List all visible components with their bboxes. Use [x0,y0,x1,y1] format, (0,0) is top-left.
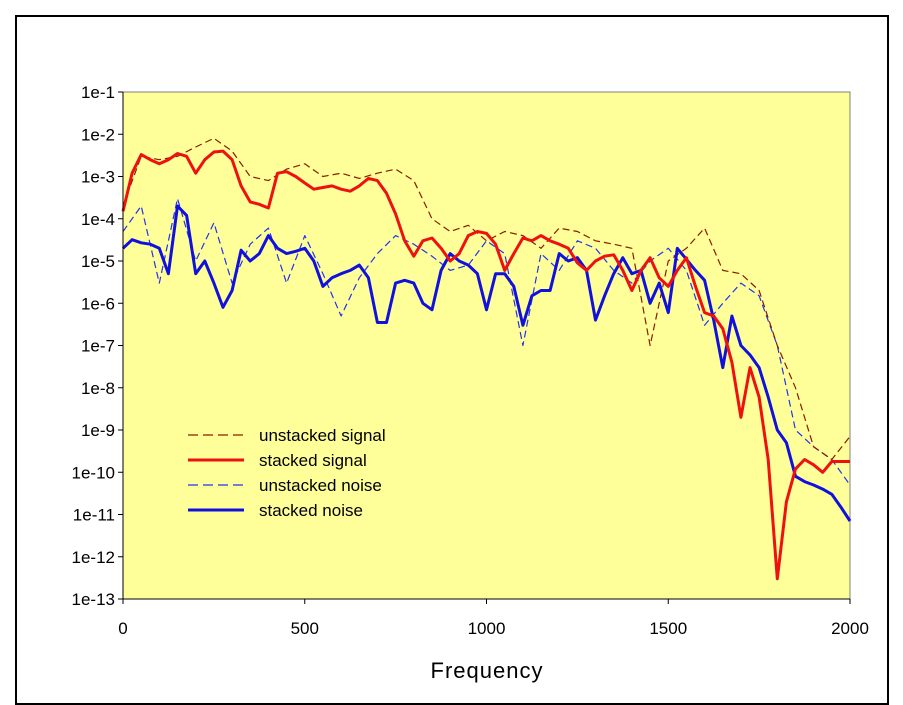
x-tick-label: 1000 [468,619,506,638]
y-tick-label: 1e-5 [81,252,115,271]
series-line-stacked-signal [121,149,850,581]
y-tick-label: 1e-6 [81,294,115,313]
y-tick-label: 1e-9 [81,421,115,440]
legend: unstacked signal stacked signal unstacked … [188,426,386,520]
x-tick-label: 0 [118,619,127,638]
y-tick-label: 1e-2 [81,125,115,144]
x-tick-label: 1500 [649,619,687,638]
legend-label: stacked signal [259,451,367,470]
y-tick-label: 1e-1 [81,83,115,102]
axes-layer: 1e-1 1e-2 1e-3 1e-4 1e-5 1e-6 1e-7 1e-8 1e-9 1e-1… [72,83,869,638]
x-axis-title: Frequency [431,658,544,683]
series-layer [121,137,852,581]
y-tick-label: 1e-13 [72,590,115,609]
y-tick-label: 1e-3 [81,168,115,187]
legend-label: unstacked signal [259,426,386,445]
y-tick-label: 1e-12 [72,548,115,567]
series-line-stacked-noise [121,204,852,522]
y-tick-label: 1e-11 [73,506,115,525]
y-tick-label: 1e-10 [72,463,115,482]
legend-label: unstacked noise [259,476,382,495]
series-line-unstacked-noise [122,198,851,486]
y-tick-label: 1e-7 [81,337,115,356]
x-tick-label: 2000 [831,619,869,638]
x-tick-label: 500 [291,619,319,638]
y-tick-label: 1e-8 [81,379,115,398]
legend-label: stacked noise [259,501,363,520]
y-tick-label: 1e-4 [81,210,115,229]
